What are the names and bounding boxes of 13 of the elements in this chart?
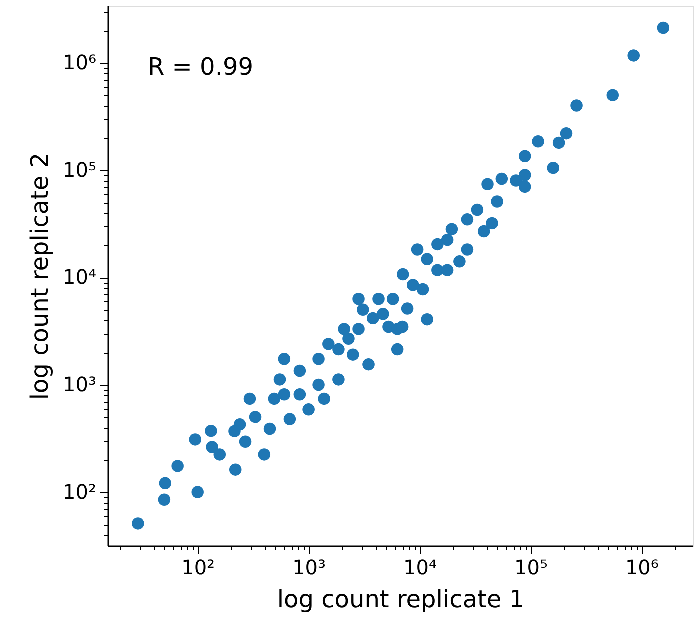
y-tick-label: 10⁵ bbox=[63, 158, 96, 182]
y-tick-label: 10² bbox=[63, 480, 96, 504]
x-tick-label: 10⁵ bbox=[514, 556, 548, 580]
y-tick-label: 10⁴ bbox=[63, 265, 96, 290]
x-axis-title: log count replicate 1 bbox=[277, 586, 525, 614]
x-tick-label: 10² bbox=[182, 556, 216, 580]
x-tick-label: 10³ bbox=[292, 556, 326, 580]
x-tick-label: 10⁶ bbox=[625, 556, 659, 580]
x-tick-label: 10⁴ bbox=[404, 556, 437, 580]
y-tick-label: 10³ bbox=[63, 372, 96, 396]
annotation: R = 0.99 bbox=[148, 53, 254, 81]
y-tick-label: 10⁶ bbox=[63, 50, 96, 75]
y-axis-title: log count replicate 2 bbox=[26, 152, 54, 400]
